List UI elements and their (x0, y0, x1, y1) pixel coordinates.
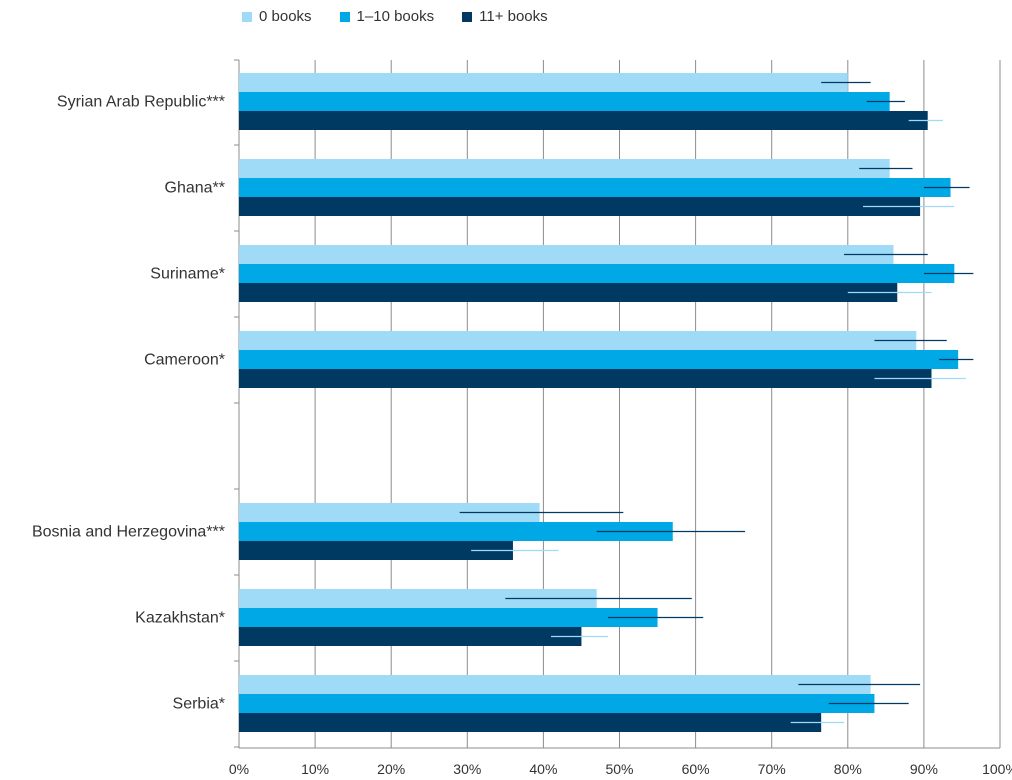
bar (239, 694, 875, 713)
category-label: Kazakhstan* (135, 610, 225, 627)
legend: 0 books 1–10 books 11+ books (242, 8, 548, 25)
bar (239, 331, 917, 350)
legend-swatch-1-10-books (339, 11, 350, 22)
bar (239, 503, 540, 522)
x-tick-label: 80% (834, 761, 862, 777)
legend-swatch-11-plus-books (462, 11, 473, 22)
bar (239, 283, 898, 302)
bar (239, 264, 955, 283)
category-label: Syrian Arab Republic*** (57, 94, 225, 111)
x-tick-label: 70% (758, 761, 786, 777)
bar (239, 589, 597, 608)
legend-label-1-10-books: 1–10 books (356, 8, 435, 25)
bar (239, 245, 894, 264)
x-tick-label: 0% (229, 761, 249, 777)
category-label: Ghana** (165, 180, 226, 197)
bar (239, 522, 673, 541)
category-label: Serbia* (173, 696, 225, 713)
bar (239, 197, 921, 216)
bar (239, 350, 959, 369)
x-tick-label: 100% (982, 761, 1012, 777)
x-tick-label: 40% (529, 761, 557, 777)
legend-item-0-books: 0 books (242, 8, 312, 25)
bar (239, 369, 932, 388)
legend-item-11-plus-books: 11+ books (462, 8, 548, 25)
bar (239, 159, 890, 178)
bar (239, 627, 582, 646)
category-label: Cameroon* (144, 352, 225, 369)
bar (239, 675, 871, 694)
x-tick-label: 20% (377, 761, 405, 777)
x-tick-label: 10% (301, 761, 329, 777)
bar (239, 713, 822, 732)
x-tick-label: 90% (910, 761, 938, 777)
category-label: Bosnia and Herzegovina*** (32, 524, 225, 541)
legend-label-11-plus-books: 11+ books (479, 8, 548, 25)
x-tick-label: 30% (453, 761, 481, 777)
bar (239, 73, 848, 92)
bar (239, 111, 928, 130)
legend-item-1-10-books: 1–10 books (339, 8, 435, 25)
legend-swatch-0-books (242, 11, 252, 22)
legend-label-0-books: 0 books (259, 8, 312, 25)
bar (239, 178, 951, 197)
x-tick-label: 50% (605, 761, 633, 777)
category-label: Suriname* (150, 266, 225, 283)
bar (239, 92, 890, 111)
bar (239, 541, 513, 560)
bar (239, 608, 658, 627)
x-tick-label: 60% (682, 761, 710, 777)
